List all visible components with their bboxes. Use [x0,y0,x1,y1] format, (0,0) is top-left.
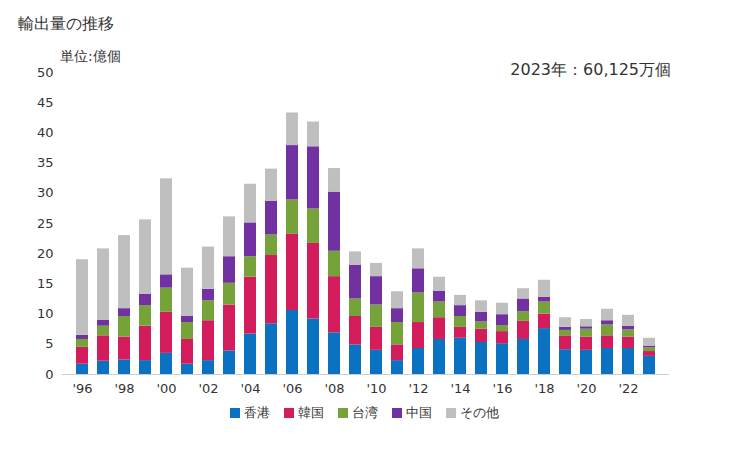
svg-text:'18: '18 [534,381,554,396]
svg-text:'04: '04 [240,381,260,396]
svg-text:'16: '16 [492,381,512,396]
svg-text:25: 25 [37,216,54,231]
svg-text:10: 10 [37,306,54,321]
svg-text:'08: '08 [324,381,344,396]
html-text:その他: その他 [460,405,499,420]
svg-text:'12: '12 [408,381,428,396]
svg-text:'02: '02 [198,381,218,396]
svg-text:'20: '20 [576,381,596,396]
svg-text:'00: '00 [156,381,176,396]
html-text:単位:億個: 単位:億個 [60,48,121,64]
svg-text:'22: '22 [618,381,638,396]
html-text:香港: 香港 [244,405,270,420]
svg-text:'06: '06 [282,381,302,396]
svg-text:15: 15 [37,276,54,291]
svg-text:30: 30 [37,185,54,200]
svg-text:'14: '14 [450,381,470,396]
svg-text:5: 5 [45,336,53,351]
svg-text:20: 20 [37,246,54,261]
svg-text:35: 35 [37,155,54,170]
html-text:中国: 中国 [406,405,432,420]
html-text:台湾: 台湾 [352,405,378,420]
svg-text:0: 0 [45,367,53,382]
svg-text:40: 40 [37,125,54,140]
svg-text:'10: '10 [366,381,386,396]
html-text:韓国: 韓国 [298,405,324,420]
svg-text:'98: '98 [114,381,134,396]
html-text:2023年：60,125万個: 2023年：60,125万個 [510,60,671,79]
svg-text:45: 45 [37,95,54,110]
svg-text:50: 50 [37,65,54,80]
html-text:輸出量の推移: 輸出量の推移 [18,14,114,33]
svg-text:'96: '96 [72,381,92,396]
